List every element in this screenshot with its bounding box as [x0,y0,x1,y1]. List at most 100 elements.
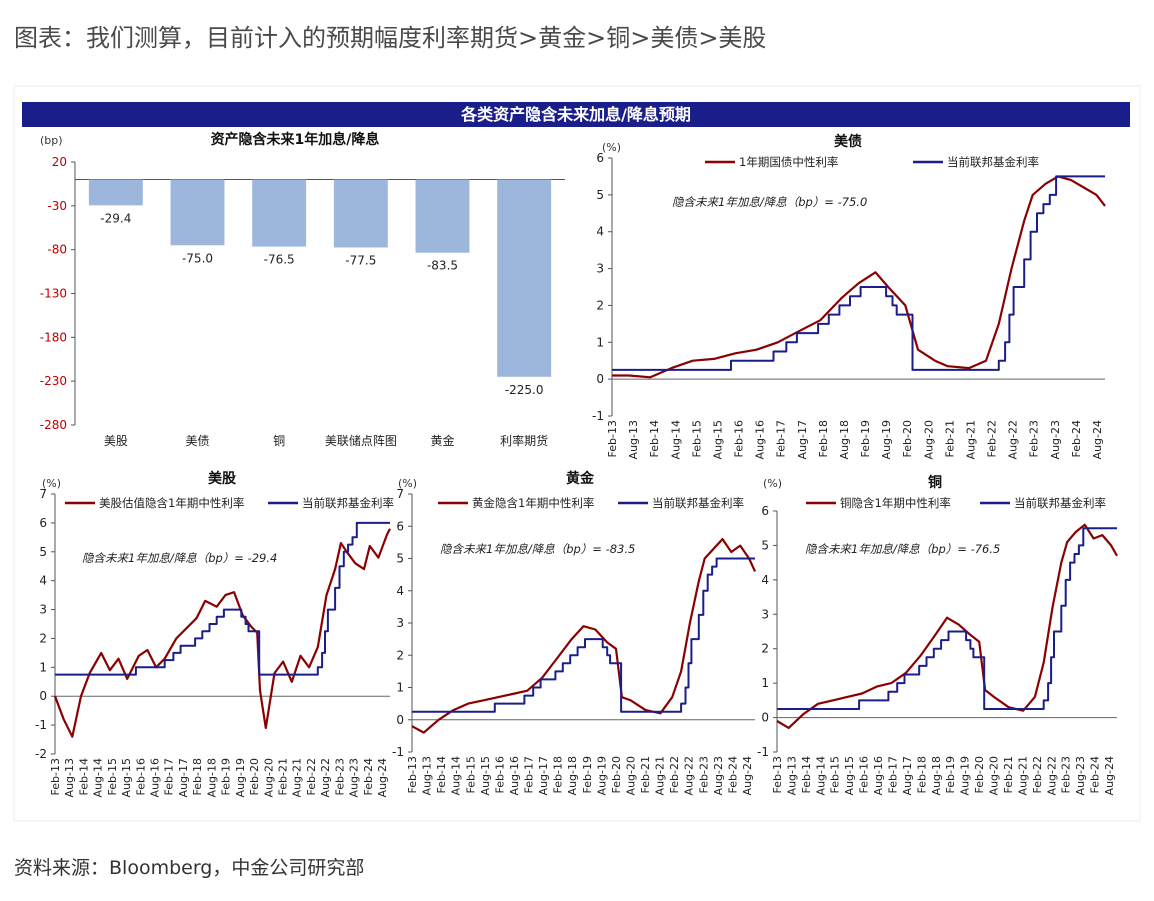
copper-x-tick-label: Feb-19 [944,756,957,793]
spx-y-tick-label: 2 [39,631,47,645]
ust-x-tick-label: Feb-23 [1028,420,1041,457]
spx-x-tick-label: Aug-21 [291,758,304,797]
bar-y-tick-label: -30 [47,199,67,213]
ust-annotation: 隐含未来1年加息/降息（bp）= -75.0 [672,195,867,209]
gold-annotation: 隐含未来1年加息/降息（bp）= -83.5 [440,542,635,556]
bar-y-tick-label: 20 [52,155,67,169]
ust-series-fed-funds [612,175,1105,371]
ust-y-tick-label: 1 [596,335,604,349]
copper-x-tick-label: Feb-23 [1060,756,1073,793]
ust-y-tick-label: 0 [596,372,604,386]
spx-y-tick-label: -2 [35,747,47,761]
copper-legend-label: 当前联邦基金利率 [1014,496,1106,510]
copper-series-fed-funds [777,527,1117,710]
gold-legend-label: 当前联邦基金利率 [652,496,744,510]
spx-y-tick-label: 3 [39,603,47,617]
ust-legend-label: 1年期国债中性利率 [739,155,838,169]
copper-y-tick-label: 2 [761,642,769,656]
ust-x-tick-label: Aug-23 [1049,420,1062,459]
gold-y-tick-label: 0 [396,713,404,727]
gold-title: 黄金 [566,470,595,487]
bar-2 [170,179,225,246]
ust-x-tick-label: Aug-16 [754,420,767,459]
gold-x-tick-label: Aug-14 [450,756,463,795]
bar-y-tick-label: -80 [47,243,67,257]
copper-x-tick-label: Feb-14 [800,756,813,793]
copper-legend-label: 铜隐含1年期中性利率 [840,496,951,510]
bar-y-tick-label: -130 [40,287,67,301]
copper-x-tick-label: Aug-16 [872,756,885,795]
gold-x-tick-label: Feb-18 [552,756,565,793]
spx-legend-label: 美股估值隐含1年期中性利率 [99,496,244,510]
figure-banner [22,102,1130,127]
page-title: 图表：我们测算，目前计入的预期幅度利率期货>黄金>铜>美债>美股 [14,24,767,52]
bar-title: 资产隐含未来1年加息/降息 [211,131,380,148]
copper-y-tick-label: -1 [757,745,769,759]
spx-legend-label: 当前联邦基金利率 [302,496,394,510]
spx-x-tick-label: Aug-13 [63,758,76,797]
copper-y-tick-label: 6 [761,504,769,518]
gold-x-tick-label: Aug-19 [595,756,608,795]
spx-x-tick-label: Aug-16 [149,758,162,797]
bar-5 [415,179,470,253]
source-note: 资料来源：Bloomberg，中金公司研究部 [14,857,365,879]
gold-x-tick-label: Aug-17 [537,756,550,795]
gold-x-tick-label: Feb-21 [639,756,652,793]
bar-value-label: -225.0 [505,383,544,397]
ust-x-tick-label: Feb-15 [690,420,703,457]
copper-x-tick-label: Feb-17 [886,756,899,793]
ust-x-tick-label: Aug-22 [1007,420,1020,459]
spx-x-tick-label: Feb-18 [191,758,204,795]
copper-x-tick-label: Feb-22 [1031,756,1044,793]
bar-value-label: -76.5 [264,253,295,267]
bar-category-label: 利率期货 [500,433,548,448]
spx-x-tick-label: Aug-17 [177,758,190,797]
spx-x-tick-label: Feb-21 [276,758,289,795]
gold-x-tick-label: Aug-24 [741,756,754,795]
gold-y-tick-label: 3 [396,616,404,630]
spx-title: 美股 [208,470,237,487]
bar-value-label: -83.5 [427,259,458,273]
figure-banner-title: 各类资产隐含未来加息/降息预期 [460,105,691,124]
bar-category-label: 铜 [273,433,285,448]
spx-y-tick-label: 4 [39,574,47,588]
gold-y-tick-label: 2 [396,648,404,662]
gold-y-tick-label: 5 [396,552,404,566]
ust-series-implied [612,175,1106,379]
copper-series-implied [776,523,1118,729]
ust-y-tick-label: -1 [592,409,604,423]
ust-y-tick-label: 5 [596,188,604,202]
charts-group: 资产隐含未来1年加息/降息(bp)20-30-80-130-180-230-28… [35,131,1118,797]
bar-3 [252,179,307,247]
gold-x-tick-label: Aug-13 [421,756,434,795]
gold-y-tick-label: 6 [396,519,404,533]
gold-x-tick-label: Feb-17 [523,756,536,793]
gold-x-tick-label: Aug-18 [566,756,579,795]
spx-x-tick-label: Feb-15 [106,758,119,795]
gold-x-tick-label: Feb-24 [726,756,739,793]
spx-x-tick-label: Feb-16 [134,758,147,795]
ust-y-tick-label: 6 [596,151,604,165]
bar-6 [497,179,552,377]
copper-x-tick-label: Feb-18 [915,756,928,793]
copper-title: 铜 [928,474,942,491]
bar-chart: 资产隐含未来1年加息/降息 (bp) 20 -30 -80 -130 -180 -230 -28… [40,131,565,448]
spx-y-tick-label: 7 [39,487,47,501]
ust-x-tick-label: Aug-18 [838,420,851,459]
bar-unit: (bp) [40,134,63,147]
spx-x-tick-label: Feb-20 [248,758,261,795]
ust-x-tick-label: Feb-20 [901,420,914,457]
spx-series-implied [53,528,391,738]
spx-y-tick-label: 1 [39,660,47,674]
copper-x-tick-label: Feb-24 [1089,756,1102,793]
gold-x-tick-label: Aug-16 [508,756,521,795]
spx-y-tick-label: -1 [35,718,47,732]
copper-unit: (%) [763,477,782,490]
copper-x-tick-label: Aug-17 [901,756,914,795]
bar-y-tick-label: -280 [40,418,67,432]
